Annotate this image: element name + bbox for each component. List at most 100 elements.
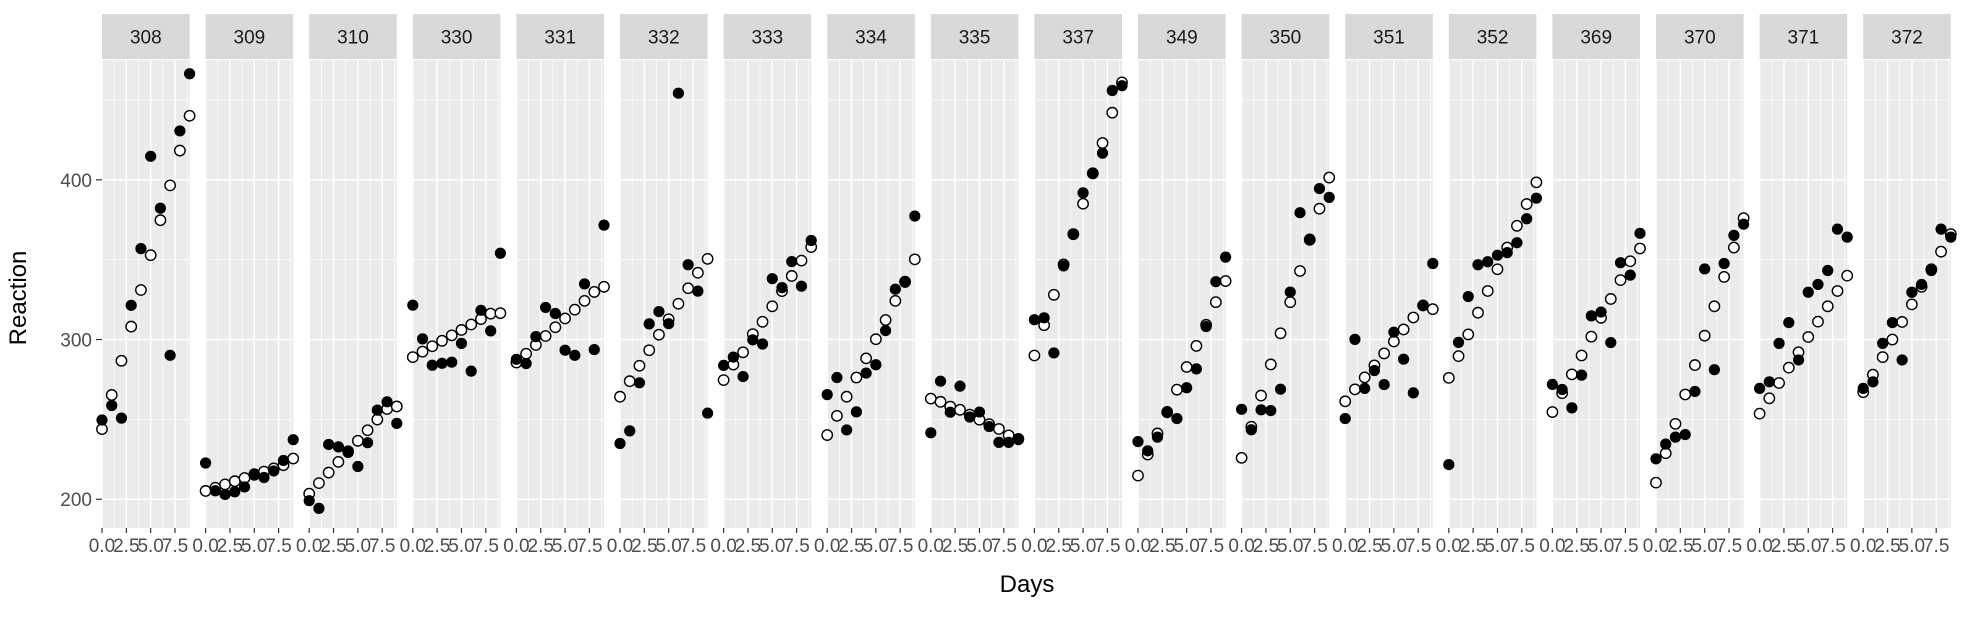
facet-strip-label: 352 — [1477, 28, 1509, 49]
x-tick-label: 2.5 — [1046, 536, 1072, 557]
observed-point — [1773, 337, 1785, 349]
facet-strip — [930, 14, 1019, 59]
fitted-point — [1763, 392, 1776, 405]
observed-point — [614, 437, 626, 450]
fitted-point — [416, 345, 429, 358]
fitted-point — [1614, 274, 1627, 287]
x-tick-label: 5.0 — [241, 536, 267, 557]
x-tick-label: 7.5 — [1716, 536, 1742, 557]
fitted-point — [737, 346, 749, 359]
observed-point — [1190, 363, 1202, 375]
fitted-point — [1442, 371, 1455, 384]
observed-point — [653, 305, 665, 318]
facet-strip — [723, 14, 812, 59]
x-tick-label: 2.5 — [1253, 536, 1279, 557]
facet-panel-350: 350 0.02.55.07.5 — [1228, 14, 1336, 557]
fitted-point — [445, 329, 458, 342]
x-tick-label: 7.5 — [1612, 536, 1638, 557]
x-tick-label: 2.5 — [1667, 536, 1693, 557]
x-tick-label: 7.5 — [473, 536, 499, 557]
x-tick-label: 7.5 — [1405, 536, 1431, 557]
x-tick-label: 7.5 — [265, 536, 291, 557]
observed-point — [870, 359, 882, 371]
fitted-point — [1546, 406, 1559, 418]
facet-strip-label: 351 — [1373, 28, 1405, 49]
facet-panel-330: 330 0.02.55.07.5 — [400, 14, 507, 557]
observed-point — [682, 259, 694, 271]
fitted-point — [1219, 275, 1232, 287]
fitted-point — [1896, 316, 1909, 328]
observed-point — [1679, 428, 1691, 441]
observed-point — [663, 318, 675, 330]
fitted-point — [1876, 351, 1889, 363]
observed-point — [973, 406, 986, 418]
facet-panel-351: 351 0.02.55.07.5 — [1332, 14, 1439, 557]
fitted-point — [1841, 269, 1854, 282]
fitted-point — [614, 390, 626, 403]
observed-point — [1867, 376, 1879, 388]
fitted-point — [934, 395, 947, 408]
observed-point — [268, 465, 280, 477]
x-tick-label: 2.5 — [1564, 536, 1590, 557]
observed-point — [766, 273, 778, 285]
observed-point — [530, 331, 542, 343]
panel-background — [1552, 60, 1640, 528]
fitted-point — [228, 475, 241, 488]
observed-point — [1142, 445, 1154, 457]
fitted-point — [1669, 417, 1682, 430]
x-tick-label: 5.0 — [1484, 536, 1510, 557]
x-tick-label: 2.5 — [942, 536, 968, 557]
observed-point — [258, 471, 270, 484]
fitted-point — [1773, 377, 1785, 389]
fitted-point — [287, 452, 300, 465]
observed-point — [362, 437, 374, 449]
x-tick-label: 0.0 — [1850, 536, 1876, 557]
fitted-point — [494, 307, 507, 320]
fitted-point — [1565, 368, 1578, 381]
observed-point — [598, 219, 610, 231]
x-tick-label: 2.5 — [217, 536, 243, 557]
observed-point — [944, 406, 956, 418]
x-tick-label: 2.5 — [113, 536, 139, 557]
observed-point — [880, 324, 892, 337]
fitted-point — [568, 303, 581, 316]
x-tick-label: 0.0 — [1332, 536, 1358, 557]
observed-point — [727, 351, 739, 363]
observed-point — [332, 441, 344, 453]
y-tick-label: 300 — [60, 331, 92, 352]
observed-point — [633, 377, 646, 389]
facet-strip — [1241, 14, 1330, 59]
x-tick-label: 2.5 — [528, 536, 554, 557]
observed-point — [1708, 364, 1720, 376]
observed-point — [1161, 405, 1173, 418]
fitted-point — [672, 297, 685, 310]
fitted-point — [1407, 311, 1420, 324]
x-tick-label: 0.0 — [1746, 536, 1772, 557]
facet-strip — [102, 14, 190, 59]
fitted-point — [795, 254, 808, 267]
observed-point — [1566, 402, 1578, 414]
fitted-point — [1358, 371, 1371, 384]
observed-point — [1151, 431, 1164, 443]
facet-panel-335: 335 0.02.55.07.5 — [918, 14, 1025, 557]
facet-strip — [1138, 14, 1226, 59]
panel-background — [723, 60, 812, 528]
observed-point — [1349, 333, 1361, 345]
x-tick-label: 5.0 — [448, 536, 474, 557]
observed-point — [1171, 412, 1183, 425]
fitted-point — [1452, 350, 1465, 363]
observed-point — [1378, 378, 1390, 391]
observed-point — [1530, 192, 1542, 204]
observed-point — [1792, 354, 1805, 366]
fitted-point — [1462, 328, 1475, 341]
x-tick-label: 5.0 — [552, 536, 578, 557]
fitted-point — [653, 328, 665, 341]
observed-point — [391, 417, 403, 429]
observed-point — [1857, 382, 1869, 394]
fitted-point — [1264, 358, 1277, 371]
x-tick-label: 0.0 — [192, 536, 218, 557]
observed-point — [1077, 187, 1089, 199]
observed-point — [899, 276, 911, 288]
x-tick-label: 2.5 — [735, 536, 761, 557]
fitted-point — [643, 344, 656, 357]
